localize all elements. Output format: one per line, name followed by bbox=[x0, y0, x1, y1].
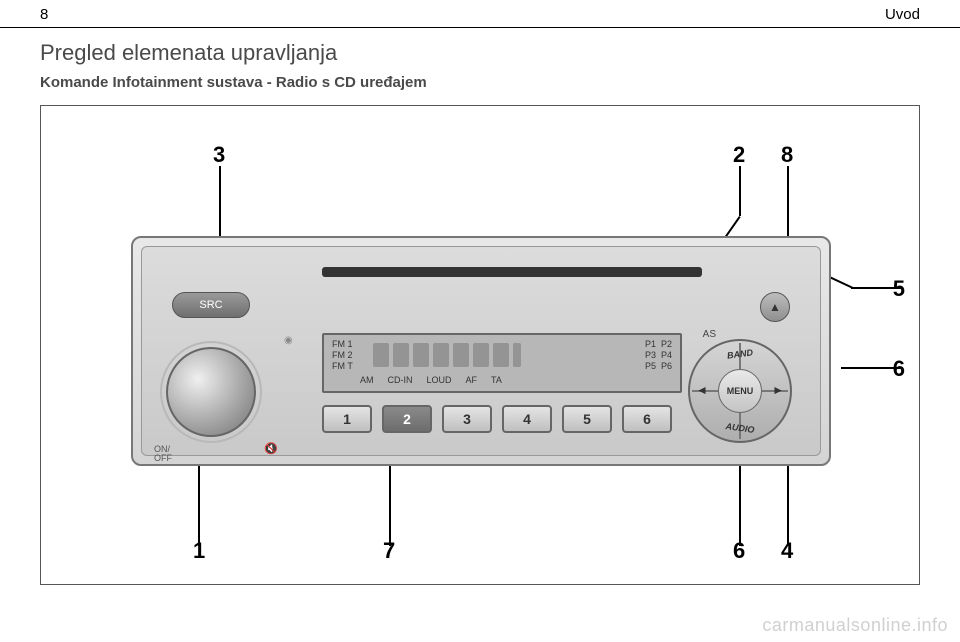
chapter-title: Uvod bbox=[885, 6, 920, 23]
callout-8: 8 bbox=[781, 142, 793, 168]
disp-am: AM bbox=[360, 375, 374, 385]
disp-af: AF bbox=[466, 375, 478, 385]
preset-row: 1 2 3 4 5 6 bbox=[322, 405, 672, 433]
preset-1[interactable]: 1 bbox=[322, 405, 372, 433]
leader-5h bbox=[851, 287, 901, 289]
disp-ta: TA bbox=[491, 375, 502, 385]
disp-p3: P3 bbox=[645, 350, 656, 360]
digit-small bbox=[513, 343, 521, 367]
section-title: Pregled elemenata upravljanja bbox=[0, 28, 960, 70]
disp-p1: P1 bbox=[645, 339, 656, 349]
disp-fm1: FM 1 bbox=[332, 339, 353, 349]
eject-icon: ▲ bbox=[769, 300, 781, 314]
callout-2: 2 bbox=[733, 142, 745, 168]
radio-unit: SRC ▲ AS ON/ OFF 🔇 ◉ FM 1 FM 2 FM T bbox=[131, 236, 831, 466]
leader-6r bbox=[841, 367, 901, 369]
src-label: SRC bbox=[199, 299, 222, 311]
callout-5: 5 bbox=[893, 276, 905, 302]
disp-loud: LOUD bbox=[427, 375, 452, 385]
disp-fm2: FM 2 bbox=[332, 350, 353, 360]
figure: 3 2 8 5 6 1 7 6 4 SRC ▲ AS ON/ OFF 🔇 ◉ bbox=[40, 105, 920, 585]
nav-cluster: BAND AUDIO ◄ ► MENU bbox=[688, 339, 792, 443]
digit bbox=[373, 343, 389, 367]
cd-slot bbox=[322, 267, 702, 277]
lcd-display: FM 1 FM 2 FM T P bbox=[322, 333, 682, 393]
callout-6: 6 bbox=[893, 356, 905, 382]
disp-p4: P4 bbox=[661, 350, 672, 360]
src-button[interactable]: SRC bbox=[172, 292, 250, 318]
menu-button[interactable]: MENU bbox=[718, 369, 762, 413]
preset-3[interactable]: 3 bbox=[442, 405, 492, 433]
volume-knob[interactable] bbox=[166, 347, 256, 437]
mute-icon: 🔇 bbox=[264, 442, 278, 455]
disp-p5: P5 bbox=[645, 361, 656, 371]
radio-face: SRC ▲ AS ON/ OFF 🔇 ◉ FM 1 FM 2 FM T bbox=[141, 246, 821, 456]
page-number: 8 bbox=[40, 6, 48, 23]
nav-left-button[interactable]: ◄ bbox=[696, 383, 708, 397]
disp-fmt: FM T bbox=[332, 361, 353, 371]
digit bbox=[413, 343, 429, 367]
digit bbox=[433, 343, 449, 367]
watermark: carmanualsonline.info bbox=[762, 615, 948, 636]
disp-cdin: CD-IN bbox=[388, 375, 413, 385]
eject-button[interactable]: ▲ bbox=[760, 292, 790, 322]
preset-5[interactable]: 5 bbox=[562, 405, 612, 433]
preset-4[interactable]: 4 bbox=[502, 405, 552, 433]
digit bbox=[473, 343, 489, 367]
page-header: 8 Uvod bbox=[0, 0, 960, 28]
digit bbox=[453, 343, 469, 367]
digit bbox=[393, 343, 409, 367]
subsection-title: Komande Infotainment sustava - Radio s C… bbox=[0, 70, 960, 99]
disp-p2: P2 bbox=[661, 339, 672, 349]
callout-3: 3 bbox=[213, 142, 225, 168]
cd-logo: ◉ bbox=[284, 335, 293, 346]
nav-right-button[interactable]: ► bbox=[772, 383, 784, 397]
leader-2v bbox=[739, 166, 741, 216]
preset-2[interactable]: 2 bbox=[382, 405, 432, 433]
preset-6[interactable]: 6 bbox=[622, 405, 672, 433]
digit bbox=[493, 343, 509, 367]
disp-p6: P6 bbox=[661, 361, 672, 371]
on-off-label: ON/ OFF bbox=[154, 445, 172, 463]
